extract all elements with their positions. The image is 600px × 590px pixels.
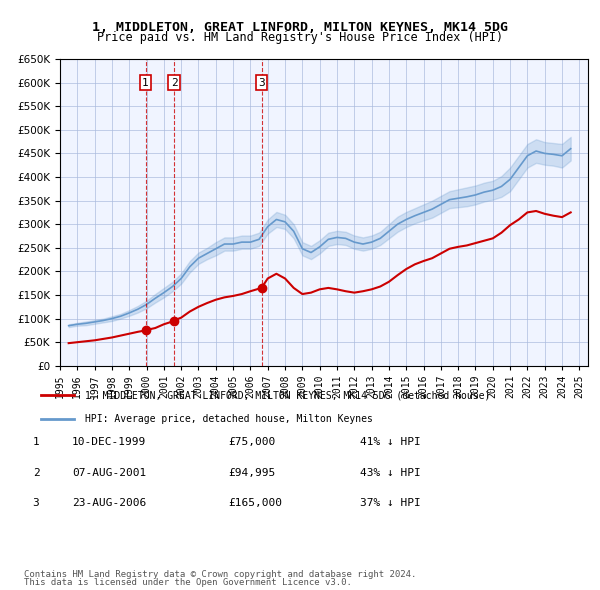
- Text: 2: 2: [32, 468, 40, 477]
- Text: 41% ↓ HPI: 41% ↓ HPI: [360, 437, 421, 447]
- Text: 1: 1: [32, 437, 40, 447]
- Text: 1, MIDDLETON, GREAT LINFORD, MILTON KEYNES, MK14 5DG (detached house): 1, MIDDLETON, GREAT LINFORD, MILTON KEYN…: [85, 391, 490, 401]
- Text: Contains HM Land Registry data © Crown copyright and database right 2024.: Contains HM Land Registry data © Crown c…: [24, 570, 416, 579]
- Text: 2: 2: [171, 78, 178, 87]
- Text: 1: 1: [142, 78, 149, 87]
- Text: Price paid vs. HM Land Registry's House Price Index (HPI): Price paid vs. HM Land Registry's House …: [97, 31, 503, 44]
- Text: This data is licensed under the Open Government Licence v3.0.: This data is licensed under the Open Gov…: [24, 578, 352, 587]
- Text: 23-AUG-2006: 23-AUG-2006: [72, 499, 146, 508]
- Text: 1, MIDDLETON, GREAT LINFORD, MILTON KEYNES, MK14 5DG: 1, MIDDLETON, GREAT LINFORD, MILTON KEYN…: [92, 21, 508, 34]
- Text: 3: 3: [32, 499, 40, 508]
- Text: £94,995: £94,995: [228, 468, 275, 477]
- Text: £75,000: £75,000: [228, 437, 275, 447]
- Text: £165,000: £165,000: [228, 499, 282, 508]
- Text: HPI: Average price, detached house, Milton Keynes: HPI: Average price, detached house, Milt…: [85, 414, 373, 424]
- Text: 10-DEC-1999: 10-DEC-1999: [72, 437, 146, 447]
- Text: 37% ↓ HPI: 37% ↓ HPI: [360, 499, 421, 508]
- Text: 07-AUG-2001: 07-AUG-2001: [72, 468, 146, 477]
- Text: 3: 3: [258, 78, 265, 87]
- Text: 43% ↓ HPI: 43% ↓ HPI: [360, 468, 421, 477]
